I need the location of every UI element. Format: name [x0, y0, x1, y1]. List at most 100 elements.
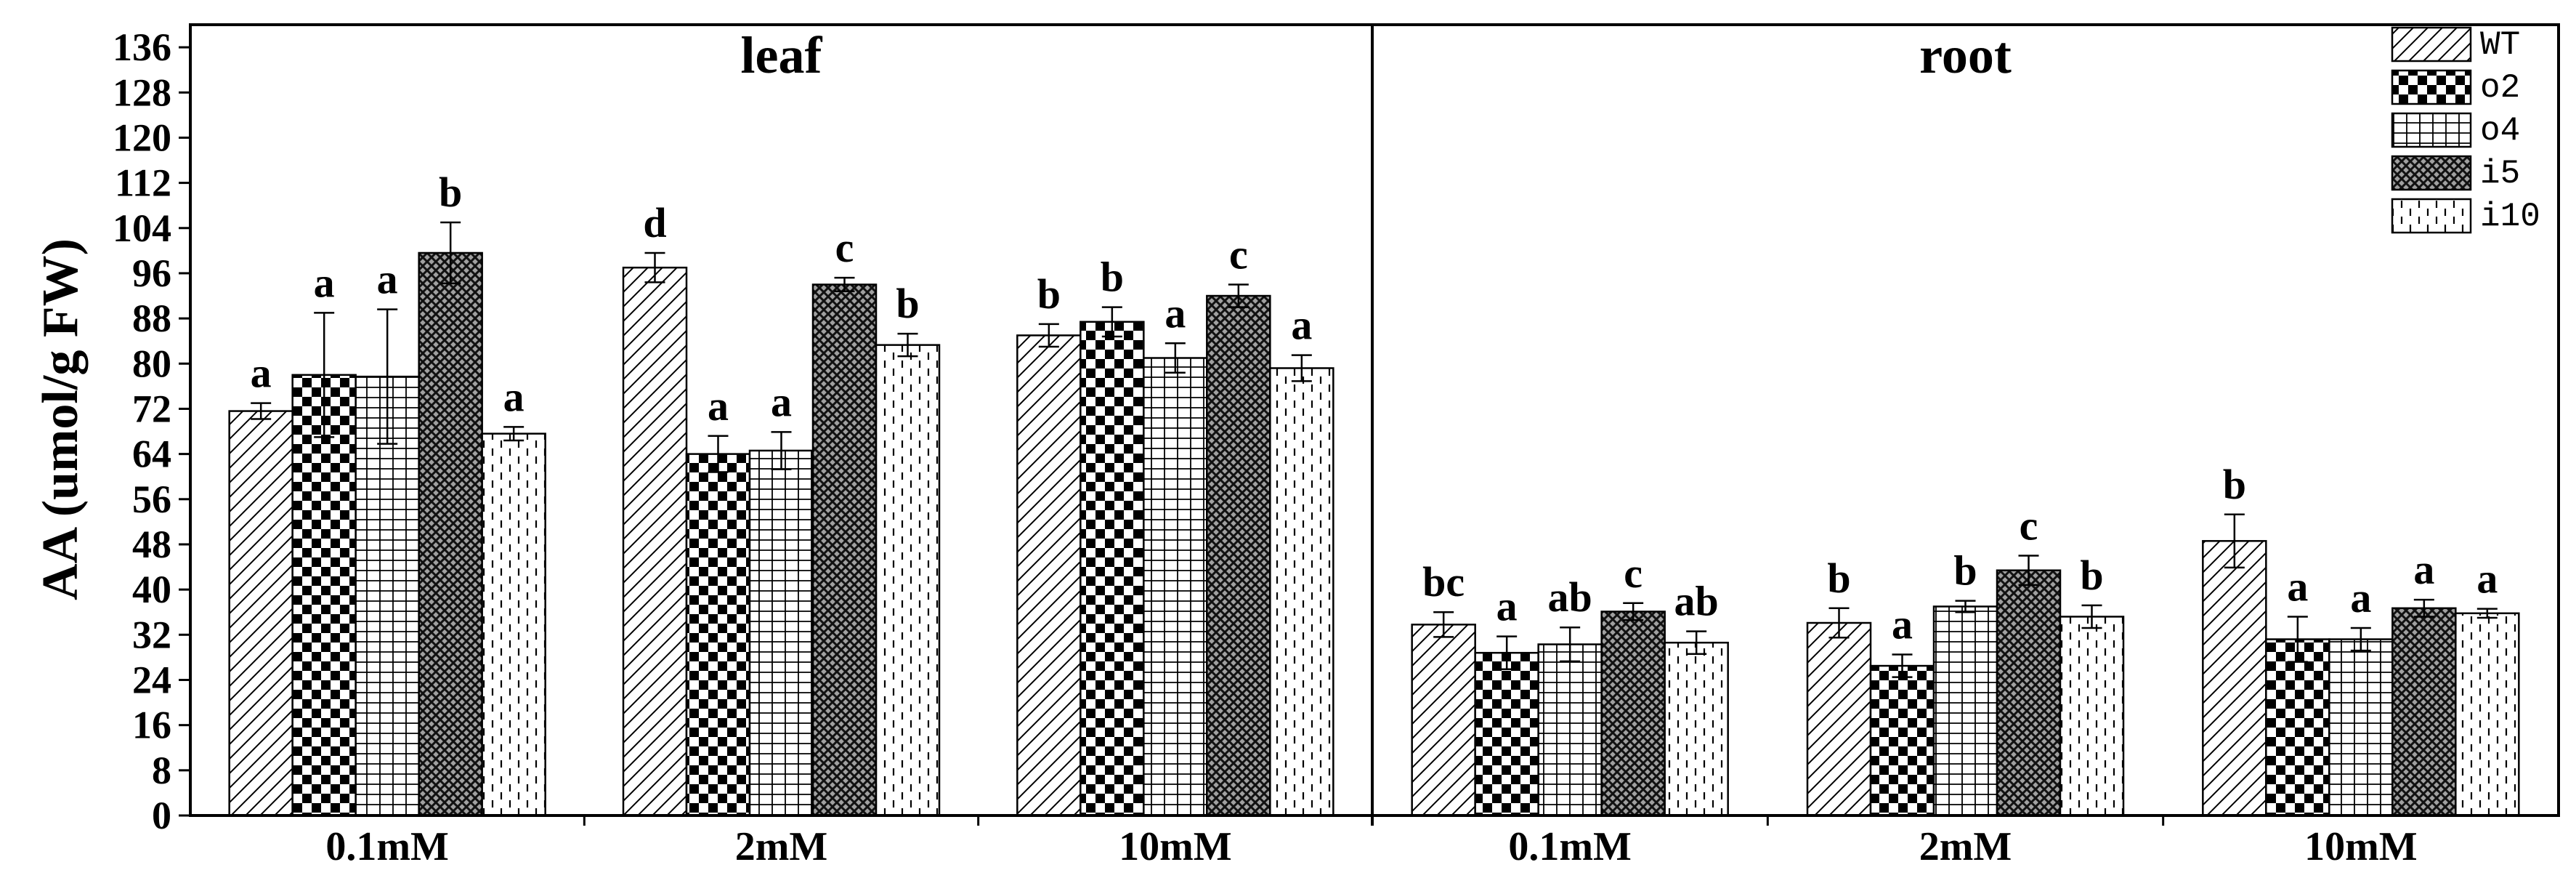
- bar-leaf-0-1mm-i10: [481, 432, 546, 817]
- bar-root-10mm-o2: [2265, 638, 2330, 817]
- error-bar-leaf-2mm-i5: [834, 276, 855, 293]
- y-tick-label-56: 56: [132, 478, 171, 521]
- error-bar-leaf-2mm-wt: [644, 251, 665, 283]
- y-tick-label-64: 64: [132, 432, 171, 476]
- bar-root-10mm-wt: [2202, 540, 2267, 817]
- legend-label-i5: i5: [2480, 155, 2520, 193]
- error-bar-root-2mm-i10: [2081, 604, 2102, 629]
- y-tick-label-96: 96: [132, 251, 171, 295]
- error-bar-leaf-2mm-i10: [897, 332, 918, 358]
- significance-letter-root-2mm-i10: b: [2080, 552, 2103, 599]
- bar-root-2mm-o2: [1869, 664, 1935, 817]
- error-bar-leaf-2mm-o2: [708, 435, 729, 473]
- x-tick-label-leaf-0-1mm: 0.1mM: [325, 824, 449, 869]
- significance-letter-leaf-10mm-o2: b: [1101, 254, 1124, 301]
- error-bar-root-0-1mm-o4: [1560, 626, 1581, 663]
- significance-letter-root-0-1mm-i10: ab: [1674, 578, 1719, 625]
- bar-leaf-10mm-o2: [1080, 321, 1145, 817]
- panel-title-leaf: leaf: [741, 26, 823, 84]
- labels-layer: leaf 0.1mM 2mM 10mM root 0.1mM 2mM 10mM 08162432…: [33, 25, 2418, 869]
- error-bar-leaf-10mm-i10: [1291, 354, 1312, 382]
- error-bar-root-0-1mm-o2: [1496, 635, 1518, 670]
- bar-leaf-0-1mm-wt: [228, 410, 293, 817]
- error-bar-leaf-10mm-o4: [1165, 342, 1186, 374]
- error-bar-root-10mm-wt: [2224, 513, 2245, 569]
- bar-leaf-10mm-o4: [1143, 357, 1208, 817]
- legend-swatch-o2: [2391, 69, 2472, 105]
- x-tick-label-leaf-2mm: 2mM: [735, 824, 828, 869]
- y-tick-label-0: 0: [152, 794, 171, 837]
- x-tick-label-leaf-10mm: 10mM: [1119, 824, 1232, 869]
- panel-title-root: root: [1919, 26, 2012, 84]
- y-tick-label-104: 104: [113, 206, 171, 250]
- legend-swatch-wt: [2391, 26, 2472, 63]
- error-bar-leaf-2mm-o4: [771, 431, 792, 470]
- bar-leaf-2mm-wt: [622, 266, 688, 817]
- significance-letter-root-0-1mm-o4: ab: [1548, 573, 1592, 621]
- error-bar-leaf-0-1mm-i5: [440, 221, 461, 285]
- significance-letter-leaf-2mm-wt: d: [643, 199, 666, 246]
- legend-item-o4: o4: [2391, 112, 2520, 150]
- legend-item-i10: i10: [2391, 198, 2540, 235]
- significance-letter-leaf-10mm-o4: a: [1165, 289, 1186, 337]
- significance-letter-leaf-0-1mm-i10: a: [503, 373, 524, 420]
- error-bar-root-2mm-i5: [2018, 555, 2039, 587]
- significance-letter-leaf-2mm-o2: a: [708, 382, 729, 430]
- significance-letter-root-10mm-i10: a: [2476, 555, 2498, 603]
- error-bar-root-10mm-o2: [2287, 616, 2308, 663]
- bar-leaf-2mm-o2: [685, 453, 751, 817]
- error-bar-root-0-1mm-i10: [1686, 630, 1707, 655]
- bars-layer: [228, 251, 2520, 817]
- error-bars-layer: [251, 221, 2498, 678]
- bar-leaf-2mm-o4: [748, 449, 814, 817]
- y-tick-label-120: 120: [113, 116, 171, 159]
- legend-label-o4: o4: [2480, 112, 2520, 150]
- bar-root-10mm-i5: [2391, 607, 2457, 817]
- bar-root-0-1mm-o2: [1474, 651, 1539, 817]
- significance-letter-root-0-1mm-wt: bc: [1422, 558, 1465, 605]
- significance-letter-leaf-0-1mm-o4: a: [377, 256, 398, 303]
- legend-label-i10: i10: [2480, 198, 2540, 235]
- y-tick-label-72: 72: [132, 387, 171, 430]
- bar-leaf-10mm-i5: [1206, 294, 1271, 817]
- bar-leaf-10mm-wt: [1016, 334, 1082, 817]
- error-bar-root-2mm-o2: [1892, 653, 1913, 678]
- bar-root-10mm-i10: [2455, 612, 2520, 817]
- significance-letter-root-2mm-o2: a: [1892, 601, 1913, 648]
- error-bar-leaf-0-1mm-o4: [377, 308, 398, 445]
- y-tick-label-112: 112: [115, 161, 171, 205]
- significance-letter-root-2mm-i5: c: [2020, 502, 2038, 549]
- y-tick-label-48: 48: [132, 523, 171, 566]
- y-tick-label-136: 136: [113, 25, 171, 69]
- significance-letter-leaf-2mm-o4: a: [771, 378, 792, 425]
- legend-swatch-i10: [2391, 198, 2472, 234]
- legend: WT o2 o4 i5 i10: [2391, 26, 2540, 235]
- bar-leaf-0-1mm-i5: [418, 251, 483, 817]
- legend-label-o2: o2: [2480, 69, 2520, 107]
- significance-letter-leaf-2mm-i10: b: [896, 280, 919, 327]
- y-tick-label-32: 32: [132, 613, 171, 656]
- axes-layer: [179, 23, 2560, 826]
- bar-root-2mm-i10: [2059, 616, 2125, 817]
- y-tick-label-80: 80: [132, 342, 171, 385]
- y-tick-label-40: 40: [132, 568, 171, 611]
- plot-frame: [189, 23, 2560, 817]
- error-bar-leaf-10mm-o2: [1101, 306, 1122, 338]
- bar-root-0-1mm-wt: [1411, 624, 1476, 817]
- significance-letter-root-0-1mm-o2: a: [1496, 583, 1518, 630]
- y-axis-label: AA (umol/g FW): [33, 238, 89, 600]
- error-bar-leaf-10mm-wt: [1038, 323, 1059, 348]
- legend-swatch-o4: [2391, 112, 2472, 148]
- y-tick-label-8: 8: [152, 749, 171, 792]
- legend-item-wt: WT: [2391, 26, 2520, 64]
- error-bar-root-10mm-i5: [2413, 598, 2434, 618]
- bar-leaf-2mm-i5: [811, 283, 878, 817]
- bar-root-2mm-o4: [1932, 605, 1998, 817]
- error-bar-root-2mm-o4: [1955, 600, 1976, 613]
- legend-item-o2: o2: [2391, 69, 2520, 107]
- legend-item-i5: i5: [2391, 155, 2520, 193]
- error-bar-leaf-0-1mm-i10: [503, 426, 524, 442]
- error-bar-leaf-10mm-i5: [1228, 283, 1249, 308]
- significance-letter-leaf-0-1mm-i5: b: [439, 169, 462, 216]
